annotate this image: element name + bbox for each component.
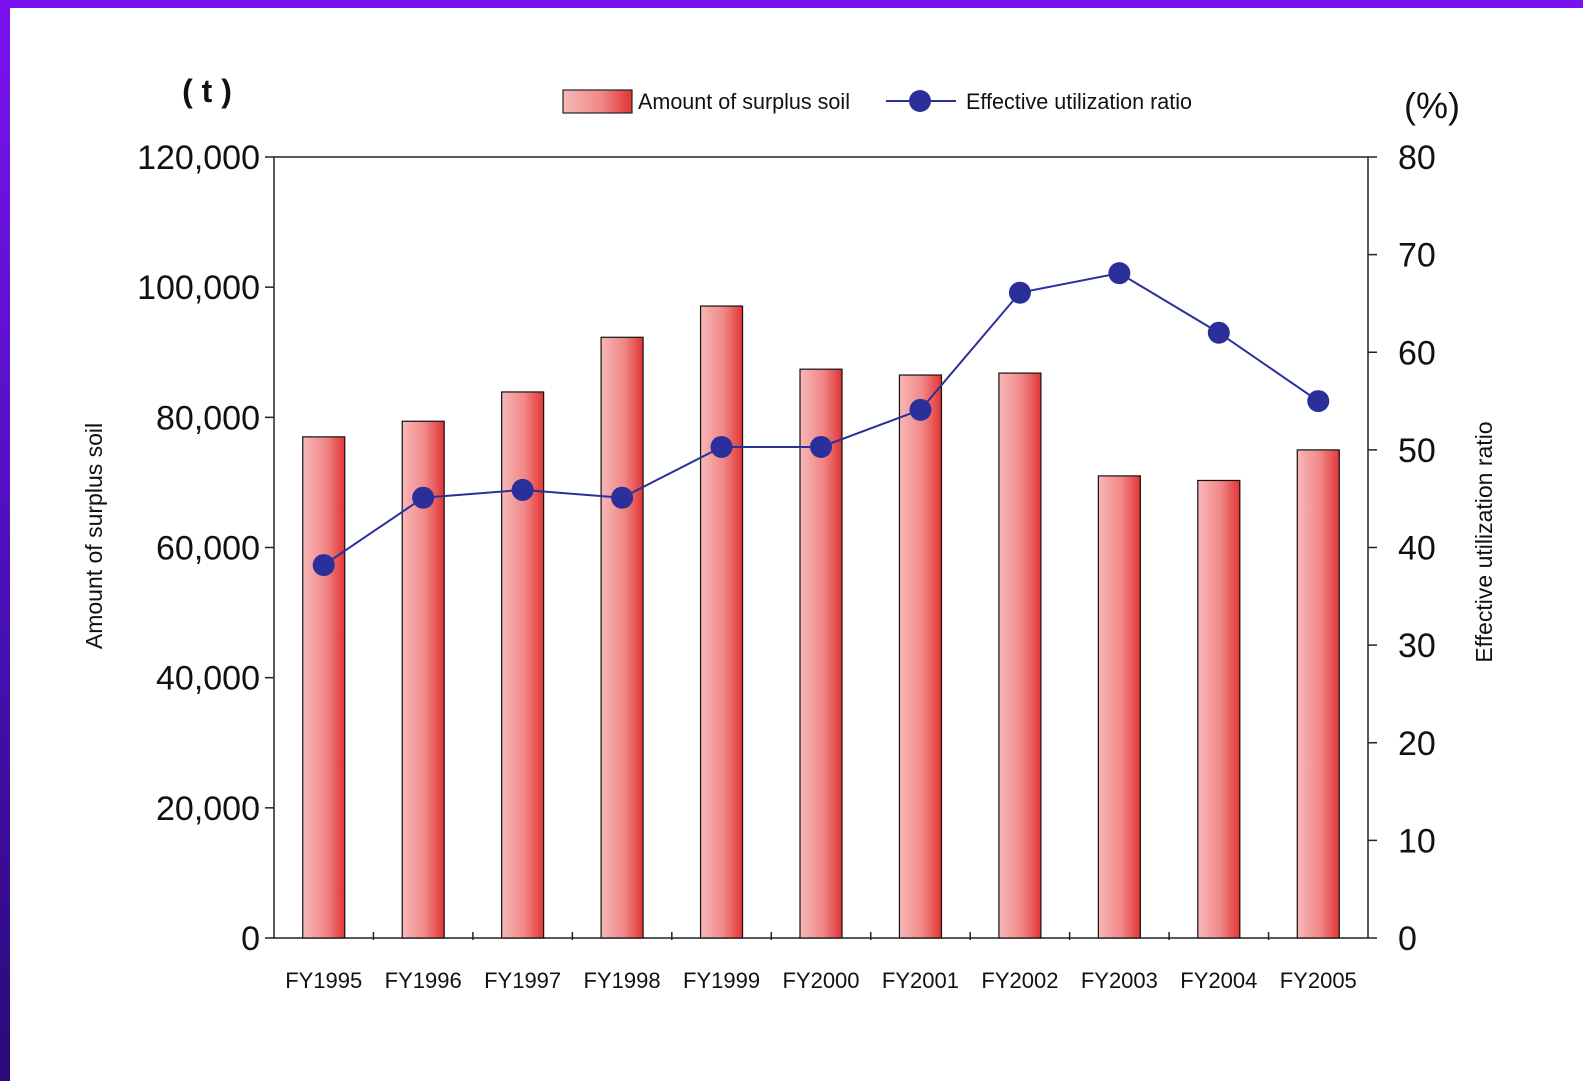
point-fy2001 <box>909 398 932 421</box>
point-fy1996 <box>412 486 435 509</box>
x-tick-label: FY1998 <box>584 968 661 993</box>
bar-fy1997 <box>501 391 545 939</box>
bar-fy2005 <box>1296 449 1340 939</box>
left-tick-label: 40,000 <box>156 660 260 698</box>
left-tick-label: 20,000 <box>156 790 260 828</box>
x-tick-label: FY1996 <box>385 968 462 993</box>
point-fy2000 <box>810 435 832 458</box>
legend-marker-utilization <box>909 90 931 112</box>
bar-fy2001 <box>898 374 943 939</box>
x-tick-label: FY1999 <box>683 968 760 993</box>
legend-label-utilization: Effective utilization ratio <box>966 89 1192 114</box>
left-tick-label: 0 <box>241 920 260 958</box>
point-fy2005 <box>1307 390 1330 413</box>
x-tick-label: FY2002 <box>981 968 1058 993</box>
right-tick-label: 70 <box>1398 237 1436 275</box>
chart-panel: 0 20,000 40,000 60,000 80,000 100,000 120,000 0… <box>10 8 1583 1081</box>
point-fy2003 <box>1108 262 1131 285</box>
right-tick-label: 10 <box>1398 822 1436 860</box>
point-fy1995 <box>312 554 335 577</box>
point-fy1999 <box>710 435 733 458</box>
x-tick-label: FY2003 <box>1081 968 1158 993</box>
right-tick-label: 20 <box>1398 725 1436 763</box>
point-fy2002 <box>1008 281 1031 304</box>
left-tick-label: 100,000 <box>137 269 260 307</box>
bar-fy1999 <box>699 305 744 939</box>
x-tick-label: FY2000 <box>782 968 859 993</box>
left-axis-title: Amount of surplus soil <box>81 423 107 649</box>
right-tick-label: 30 <box>1398 627 1436 665</box>
legend-swatch-surplus-soil <box>562 89 633 114</box>
bar-fy1998 <box>600 336 644 939</box>
right-tick-label: 80 <box>1398 139 1436 177</box>
point-fy1998 <box>611 486 634 509</box>
x-tick-label: FY2004 <box>1180 968 1257 993</box>
point-fy1997 <box>511 478 534 501</box>
right-tick-label: 50 <box>1398 432 1436 470</box>
x-tick-label: FY2001 <box>882 968 959 993</box>
bar-fy2002 <box>998 372 1042 939</box>
left-tick-label: 60,000 <box>156 530 260 568</box>
x-tick-label: FY2005 <box>1280 968 1357 993</box>
x-tick-label: FY1997 <box>484 968 561 993</box>
bar-fy1995 <box>302 436 346 939</box>
left-unit-label: ( t ) <box>182 73 232 109</box>
left-tick-label: 120,000 <box>137 139 260 177</box>
right-axis-title: Effective utilization ratio <box>1471 421 1497 662</box>
right-tick-label: 60 <box>1398 334 1436 372</box>
right-tick-label: 0 <box>1398 920 1417 958</box>
left-tick-label: 80,000 <box>156 399 260 437</box>
bar-fy2000 <box>799 368 843 939</box>
legend: Amount of surplus soil Effective utiliza… <box>562 89 1192 114</box>
legend-label-surplus-soil: Amount of surplus soil <box>638 89 850 114</box>
right-tick-label: 40 <box>1398 530 1436 568</box>
x-tick-label: FY1995 <box>285 968 362 993</box>
bar-fy2004 <box>1197 479 1241 939</box>
point-fy2004 <box>1207 321 1230 344</box>
combo-chart: 0 20,000 40,000 60,000 80,000 100,000 120,000 0… <box>81 73 1497 993</box>
bar-fy2003 <box>1097 475 1141 939</box>
right-unit-label: (%) <box>1404 85 1460 126</box>
